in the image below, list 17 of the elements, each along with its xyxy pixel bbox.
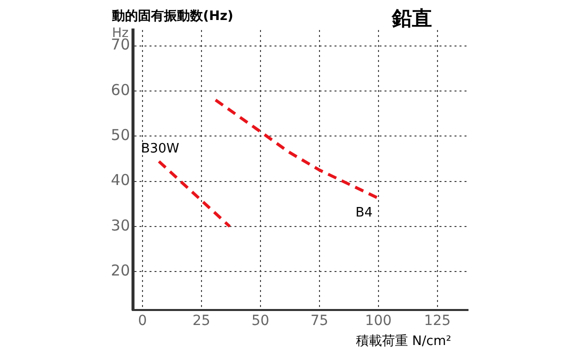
x-tick-label: 0 <box>138 313 147 330</box>
y-tick-label: 50 <box>110 126 130 144</box>
y-axis-title: 動的固有振動数(Hz) <box>111 9 234 24</box>
x-tick-label: 50 <box>251 313 270 330</box>
y-tick-label: 70 <box>110 36 130 54</box>
y-tick-label: 40 <box>110 171 130 190</box>
y-tick-label: 30 <box>110 216 130 234</box>
x-tick-label: 25 <box>192 313 210 330</box>
x-tick-label: 125 <box>424 313 451 330</box>
x-tick-label: 100 <box>364 313 392 330</box>
x-axis-title: 積載荷重 N/cm² <box>356 334 452 349</box>
series-label: B30W <box>140 141 180 156</box>
y-tick-label: 60 <box>110 80 130 99</box>
series-label: B4 <box>356 205 373 220</box>
chart-title: 鉛直 <box>391 6 432 30</box>
x-tick-label: 75 <box>310 313 328 330</box>
y-tick-label: 20 <box>110 262 130 280</box>
